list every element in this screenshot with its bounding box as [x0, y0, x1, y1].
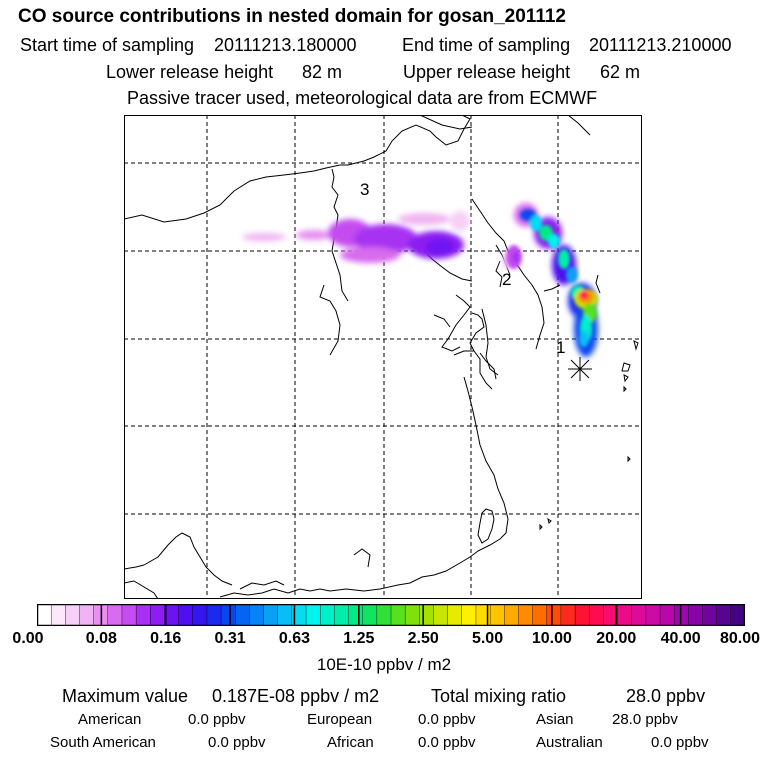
- colorbar-cell: [674, 604, 689, 626]
- colorbar-cell: [404, 604, 420, 626]
- total-mixing-label: Total mixing ratio: [431, 686, 567, 706]
- colorbar-cell: [433, 604, 449, 626]
- colorbar-tick-label: 40.00: [660, 630, 701, 647]
- colorbar-cell: [121, 604, 137, 626]
- south-american-label: South American: [50, 734, 156, 751]
- max-value-label: Maximum value: [62, 686, 189, 706]
- colorbar-cell: [192, 604, 208, 626]
- colorbar-cell: [178, 604, 194, 626]
- european-label: European: [307, 711, 373, 728]
- tracer-note: Passive tracer used, meteorological data…: [127, 88, 598, 108]
- colorbar-cell: [320, 604, 335, 626]
- african-value: 0.0 ppbv: [418, 734, 476, 751]
- receptor-marker-icon: [568, 357, 592, 381]
- australian-value: 0.0 ppbv: [651, 734, 709, 751]
- colorbar-cell: [376, 604, 392, 626]
- colorbar-cell: [589, 604, 604, 626]
- colorbar-units: 10E-10 ppbv / m2: [316, 655, 452, 674]
- plume-region-3: [242, 211, 514, 269]
- colorbar-cell: [659, 604, 675, 626]
- colorbar-tick-label: 20.00: [596, 630, 637, 647]
- end-time-value: 20111213.210000: [589, 35, 732, 55]
- colorbar-cell: [107, 604, 123, 626]
- colorbar-cell: [135, 604, 151, 626]
- colorbar-cell: [489, 604, 505, 626]
- colorbar-cell: [560, 604, 576, 626]
- colorbar-cell: [419, 604, 434, 626]
- colorbar-tick-label: 10.00: [531, 630, 572, 647]
- colorbar-cell: [263, 604, 279, 626]
- colorbar-cell: [461, 604, 477, 626]
- colorbar-cell: [688, 604, 704, 626]
- colorbar-cell: [334, 604, 350, 626]
- asian-label: Asian: [536, 711, 574, 728]
- colorbar-cell: [37, 604, 52, 626]
- colorbar-tick-label: 0.16: [150, 630, 182, 647]
- african-label: African: [327, 734, 374, 751]
- plume-korea-inner: [520, 209, 598, 347]
- australian-label: Australian: [536, 734, 603, 751]
- max-value: 0.187E-08 ppbv / m2: [212, 686, 380, 706]
- colorbar-tick-label: 1.25: [343, 630, 375, 647]
- region-label-2: 2: [502, 270, 511, 289]
- colorbar-cell: [574, 604, 590, 626]
- colorbar-cell: [206, 604, 222, 626]
- map-panel: 3 2 1: [124, 115, 642, 599]
- upper-height-value: 62 m: [600, 62, 641, 82]
- total-mixing-value: 28.0 ppbv: [626, 686, 706, 706]
- colorbar-tick-label: 80.00: [719, 630, 761, 647]
- colorbar-tick-label: 0.63: [278, 630, 311, 647]
- colorbar-tick-label: 0.31: [214, 630, 246, 647]
- colorbar-cell: [702, 604, 718, 626]
- upper-height-label: Upper release height: [403, 62, 571, 82]
- colorbar-cell: [50, 604, 66, 626]
- colorbar-cell: [164, 604, 180, 626]
- end-time-label: End time of sampling: [402, 35, 571, 55]
- region-label-1: 1: [556, 338, 565, 357]
- asian-value: 28.0 ppbv: [612, 711, 678, 728]
- start-time-label: Start time of sampling: [20, 35, 195, 55]
- colorbar-cell: [532, 604, 548, 626]
- lower-height-value: 82 m: [302, 62, 343, 82]
- colorbar-cell: [79, 604, 95, 626]
- colorbar-cell: [249, 604, 265, 626]
- taiwan-outline: [477, 508, 495, 544]
- european-value: 0.0 ppbv: [418, 711, 476, 728]
- map-background: [124, 115, 642, 599]
- colorbar-cell: [305, 604, 321, 626]
- american-label: American: [78, 711, 142, 728]
- lower-height-label: Lower release height: [106, 62, 274, 82]
- colorbar: [37, 604, 745, 626]
- colorbar-cell: [716, 604, 732, 626]
- map-frame: [124, 115, 642, 599]
- colorbar-cell: [518, 604, 534, 626]
- american-value: 0.0 ppbv: [188, 711, 246, 728]
- colorbar-cell: [390, 604, 406, 626]
- colorbar-cell: [504, 604, 519, 626]
- colorbar-cell: [150, 604, 165, 626]
- colorbar-tick-label: 0.08: [85, 630, 117, 647]
- colorbar-cell: [631, 604, 647, 626]
- colorbar-tick-label: 2.50: [407, 630, 439, 647]
- colorbar-cell: [362, 604, 378, 626]
- colorbar-cell: [235, 604, 250, 626]
- colorbar-cell: [277, 604, 293, 626]
- colorbar-cell: [645, 604, 661, 626]
- plume-region-2: [506, 245, 522, 269]
- colorbar-cell: [220, 604, 236, 626]
- colorbar-cell: [65, 604, 80, 626]
- colorbar-cell: [730, 604, 745, 626]
- colorbar-tick-label: 0.00: [12, 630, 44, 647]
- colorbar-cell: [447, 604, 463, 626]
- south-american-value: 0.0 ppbv: [208, 734, 266, 751]
- lat-lon-grid: [124, 115, 642, 599]
- colorbar-cell: [348, 604, 364, 626]
- colorbar-cell: [617, 604, 633, 626]
- colorbar-cell: [546, 604, 562, 626]
- islands: [539, 340, 639, 531]
- colorbar-tick-label: 5.00: [471, 630, 504, 647]
- start-time-value: 20111213.180000: [214, 35, 357, 55]
- region-label-3: 3: [360, 180, 369, 199]
- map-title: CO source contributions in nested domain…: [18, 6, 566, 27]
